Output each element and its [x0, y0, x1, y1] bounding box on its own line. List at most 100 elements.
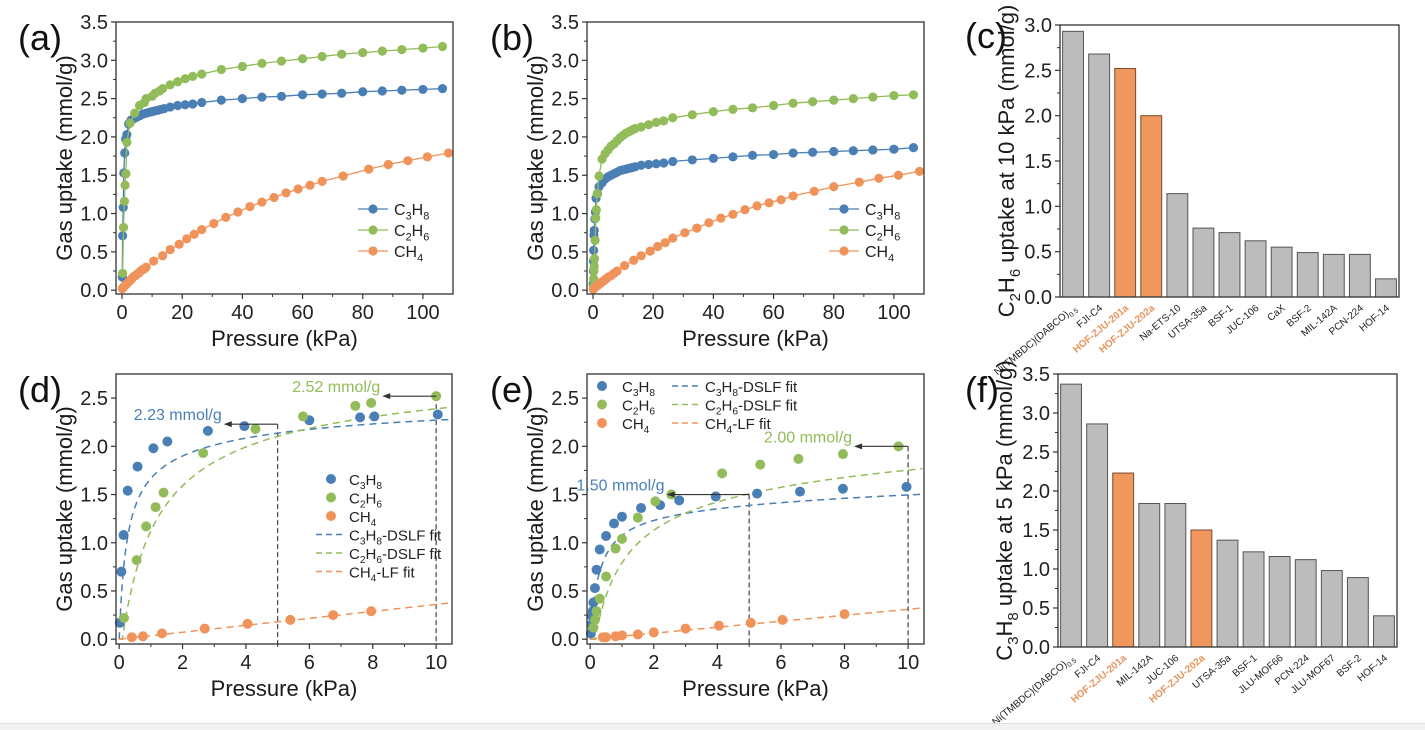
data-point-CH4: [245, 202, 255, 212]
y-tick-label: 1.0: [1022, 559, 1050, 581]
panel-a: (a) 0.0 0.5 1.0 1.5 2.0 2.5 3.0 3.5 0 20 40 60 80 100 P…: [18, 12, 454, 351]
y-tick-label: 0.5: [551, 242, 579, 264]
y-tick-label: 1.5: [551, 485, 579, 507]
data-point-C2H6: [350, 400, 361, 411]
data-point-C3H8: [122, 485, 133, 496]
bar-Na-ETS-10: [1166, 193, 1189, 298]
annotation-label: 2.23 mmol/g: [134, 407, 222, 424]
y-tick-label: 2.5: [80, 388, 108, 410]
data-point-C2H6: [616, 533, 627, 544]
bar-BSF-2: [1346, 577, 1369, 648]
data-point-C2H6: [118, 612, 129, 623]
plot-frame-b: [586, 21, 925, 295]
bar-HOF-ZJU-201a: [1114, 68, 1137, 298]
data-point-C2H6: [173, 77, 183, 87]
bar-PCN-224: [1348, 253, 1371, 298]
x-tick-label: 40: [702, 302, 724, 324]
data-point-CH4: [221, 212, 231, 222]
y-tick-label: 2.0: [1024, 106, 1052, 128]
data-point-C2H6: [250, 423, 261, 434]
data-point-C3H8: [120, 148, 130, 158]
data-point-C2H6: [651, 117, 661, 127]
data-point-C3H8: [829, 146, 839, 157]
data-point-C3H8: [768, 149, 779, 160]
annotation-label: 2.00 mmol/g: [764, 429, 852, 446]
y-tick-label: 3.0: [1024, 15, 1052, 37]
data-point-C2H6: [650, 496, 661, 507]
y-tick-label: 3.0: [551, 50, 579, 72]
data-point-CH4: [874, 173, 884, 183]
bar-FJI-C4: [1086, 423, 1109, 648]
data-point-CH4: [141, 262, 151, 272]
data-point-C2H6: [788, 98, 798, 108]
x-tick-label: 10: [897, 652, 919, 674]
y-tick-label: 0.5: [80, 242, 108, 264]
legend-marker-C2H6: [326, 492, 336, 503]
y-tick-label: 3.5: [551, 12, 579, 34]
data-point-CH4: [601, 632, 612, 643]
data-point-CH4: [149, 256, 159, 266]
data-point-CH4: [893, 170, 904, 180]
data-point-C3H8: [609, 518, 620, 529]
data-point-CH4: [364, 164, 374, 174]
bar-Ni(TMBDC)(DABCO)0.5: [1062, 30, 1084, 298]
data-point-C2H6: [755, 459, 766, 470]
data-point-C3H8: [162, 436, 173, 447]
legend-marker-C3H8: [326, 474, 336, 484]
data-point-C2H6: [298, 411, 309, 422]
data-point-CH4: [692, 223, 702, 233]
data-point-CH4: [636, 251, 646, 261]
y-tick-label: 0.5: [80, 581, 108, 603]
data-point-C3H8: [165, 102, 175, 112]
bar-JUC-106: [1244, 240, 1267, 298]
data-point-C3H8: [180, 100, 190, 110]
data-point-C3H8: [148, 443, 159, 454]
category-label: HOF-14: [1356, 653, 1391, 685]
data-point-C3H8: [377, 86, 387, 96]
data-point-CH4: [740, 205, 750, 215]
data-point-C2H6: [276, 56, 287, 66]
x-tick-label: 100: [877, 302, 910, 324]
y-tick-label: 1.0: [551, 533, 579, 555]
y-tick-label: 1.0: [80, 533, 108, 555]
y-tick-label: 1.5: [551, 165, 579, 187]
x-axis-label: Pressure (kPa): [211, 676, 358, 701]
data-point-C2H6: [708, 107, 718, 117]
y-tick-label: 2.5: [1024, 60, 1052, 82]
legend-marker-C3H8: [597, 381, 607, 391]
legend-label-C2H6: C2H6: [622, 398, 655, 418]
x-tick-label: 80: [352, 302, 374, 324]
data-point-C3H8: [188, 99, 198, 109]
y-axis-label: Gas uptake (mmol/g): [523, 406, 548, 611]
data-point-C3H8: [239, 421, 250, 432]
data-point-CH4: [645, 246, 655, 256]
data-point-CH4: [776, 195, 786, 205]
annotation-arrowhead: [854, 443, 863, 450]
panel-f: (f)Ni(TMBDC)(DABCO)0.5FJI-C4HOF-ZJU-201a…: [965, 360, 1398, 723]
y-tick-label: 0.5: [1022, 598, 1050, 620]
data-point-C3H8: [276, 91, 287, 101]
bottom-strip: [0, 723, 1425, 730]
data-point-C3H8: [848, 146, 858, 156]
data-point-C2H6: [130, 108, 140, 118]
panel-d: (d) 2.23 mmol/g 2.52 mmol/g 0.0 0.5 1.0 1.5 2.0…: [18, 369, 453, 701]
data-point-C3H8: [687, 155, 697, 165]
data-point-CH4: [137, 631, 148, 642]
y-tick-label: 2.5: [1022, 442, 1050, 464]
bar-JLU-MOF67: [1320, 570, 1343, 648]
data-point-CH4: [704, 218, 714, 228]
y-tick-label: 2.5: [551, 89, 579, 111]
data-point-C2H6: [588, 622, 599, 633]
data-point-CH4: [233, 207, 243, 217]
data-point-C3H8: [216, 95, 226, 105]
data-point-CH4: [829, 182, 839, 192]
plot-frame-d: [115, 373, 453, 645]
data-point-C2H6: [591, 606, 602, 617]
data-point-C2H6: [158, 84, 168, 94]
data-point-C3H8: [358, 87, 368, 97]
x-tick-label: 60: [762, 302, 784, 324]
bar-BSF-1: [1242, 551, 1265, 648]
data-point-C3H8: [589, 583, 600, 594]
data-point-C3H8: [437, 84, 448, 94]
annotation-label: 1.50 mmol/g: [576, 478, 664, 495]
